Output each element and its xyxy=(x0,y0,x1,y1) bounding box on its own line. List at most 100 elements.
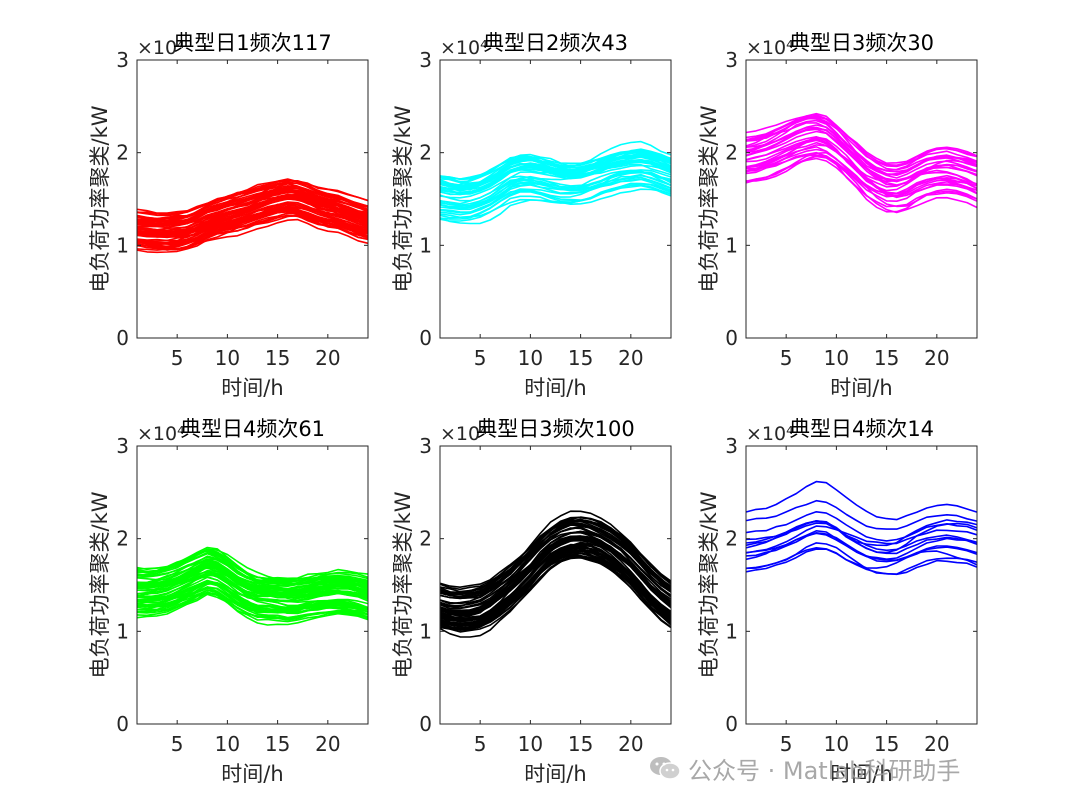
y-tick-label: 3 xyxy=(725,48,738,72)
x-tick-label: 5 xyxy=(474,346,487,370)
series-group xyxy=(439,140,672,225)
series-line xyxy=(136,549,369,585)
x-tick-label: 15 xyxy=(874,346,899,370)
x-tick-label: 20 xyxy=(924,346,949,370)
series-line xyxy=(136,196,369,236)
axes-box xyxy=(439,445,672,725)
y-tick-label: 2 xyxy=(419,141,432,165)
x-tick-label: 20 xyxy=(315,346,340,370)
series-line xyxy=(745,532,978,561)
y-tick-label: 1 xyxy=(419,619,432,643)
series-line xyxy=(136,570,369,602)
plot-title: 典型日3频次100 xyxy=(476,417,634,441)
axes-box xyxy=(136,445,369,725)
x-tick-label: 10 xyxy=(518,732,543,756)
series-line xyxy=(439,176,672,209)
watermark-text: 公众号 · Matlab科研助手 xyxy=(688,756,961,785)
x-tick-label: 20 xyxy=(618,346,643,370)
series-line xyxy=(745,117,978,176)
series-line xyxy=(439,170,672,219)
series-line xyxy=(136,579,369,613)
series-line xyxy=(136,567,369,598)
series-line xyxy=(439,140,672,187)
series-line xyxy=(439,549,672,626)
series-line xyxy=(136,208,369,248)
x-tick-label: 5 xyxy=(171,732,184,756)
x-tick-label: 20 xyxy=(618,732,643,756)
series-line xyxy=(439,163,672,206)
plot-title: 典型日2频次43 xyxy=(483,31,628,55)
series-line xyxy=(439,178,672,216)
series-line xyxy=(745,520,978,554)
y-tick-label: 0 xyxy=(725,712,738,736)
series-line xyxy=(745,532,978,561)
series-group xyxy=(136,178,369,254)
y-tick-label: 2 xyxy=(116,141,129,165)
y-tick-label: 0 xyxy=(116,326,129,350)
x-tick-label: 15 xyxy=(265,732,290,756)
x-tick-label: 15 xyxy=(568,732,593,756)
y-tick-label: 3 xyxy=(116,48,129,72)
x-tick-label: 5 xyxy=(780,732,793,756)
x-tick-label: 15 xyxy=(265,346,290,370)
y-tick-label: 3 xyxy=(116,434,129,458)
series-line xyxy=(439,188,672,222)
y-tick-label: 1 xyxy=(725,619,738,643)
series-group xyxy=(439,510,672,638)
y-exponent-label: ×10⁴ xyxy=(746,37,794,59)
y-tick-label: 1 xyxy=(116,619,129,643)
x-tick-label: 10 xyxy=(215,346,240,370)
series-line xyxy=(745,144,978,199)
y-tick-label: 0 xyxy=(419,712,432,736)
series-line xyxy=(439,156,672,196)
series-line xyxy=(136,551,369,580)
x-tick-label: 10 xyxy=(824,346,849,370)
plot-title: 典型日4频次61 xyxy=(180,417,325,441)
y-tick-label: 3 xyxy=(725,434,738,458)
y-exponent-label: ×10⁴ xyxy=(137,37,185,59)
y-tick-label: 0 xyxy=(116,712,129,736)
series-line xyxy=(439,519,672,591)
y-tick-label: 3 xyxy=(419,48,432,72)
series-line xyxy=(136,189,369,227)
y-tick-label: 1 xyxy=(419,233,432,257)
series-line xyxy=(136,188,369,229)
plot-title: 典型日1频次117 xyxy=(173,31,331,55)
series-line xyxy=(745,138,978,188)
y-axis-title: 电负荷功率聚类/kW xyxy=(88,491,112,678)
series-line xyxy=(136,203,369,238)
series-line xyxy=(439,535,672,613)
series-line xyxy=(745,542,978,576)
series-line xyxy=(136,183,369,222)
watermark: 公众号 · Matlab科研助手 xyxy=(648,748,960,788)
y-tick-label: 1 xyxy=(116,233,129,257)
series-line xyxy=(745,499,978,530)
series-line xyxy=(136,202,369,243)
x-axis-title: 时间/h xyxy=(524,376,586,400)
y-tick-label: 2 xyxy=(725,141,738,165)
y-exponent-label: ×10⁴ xyxy=(440,423,488,445)
y-tick-label: 2 xyxy=(419,527,432,551)
y-tick-label: 2 xyxy=(116,527,129,551)
x-tick-label: 5 xyxy=(474,732,487,756)
axes-box xyxy=(745,59,978,339)
series-line xyxy=(439,519,672,595)
series-line xyxy=(439,159,672,194)
y-tick-label: 0 xyxy=(419,326,432,350)
plot-title: 典型日4频次14 xyxy=(789,417,934,441)
y-tick-label: 1 xyxy=(725,233,738,257)
series-line xyxy=(745,154,978,202)
x-tick-label: 10 xyxy=(824,732,849,756)
series-group xyxy=(136,546,369,626)
y-axis-title: 电负荷功率聚类/kW xyxy=(391,491,415,678)
x-axis-title: 时间/h xyxy=(221,376,283,400)
x-tick-label: 15 xyxy=(874,732,899,756)
x-tick-label: 5 xyxy=(780,346,793,370)
x-tick-label: 20 xyxy=(924,732,949,756)
